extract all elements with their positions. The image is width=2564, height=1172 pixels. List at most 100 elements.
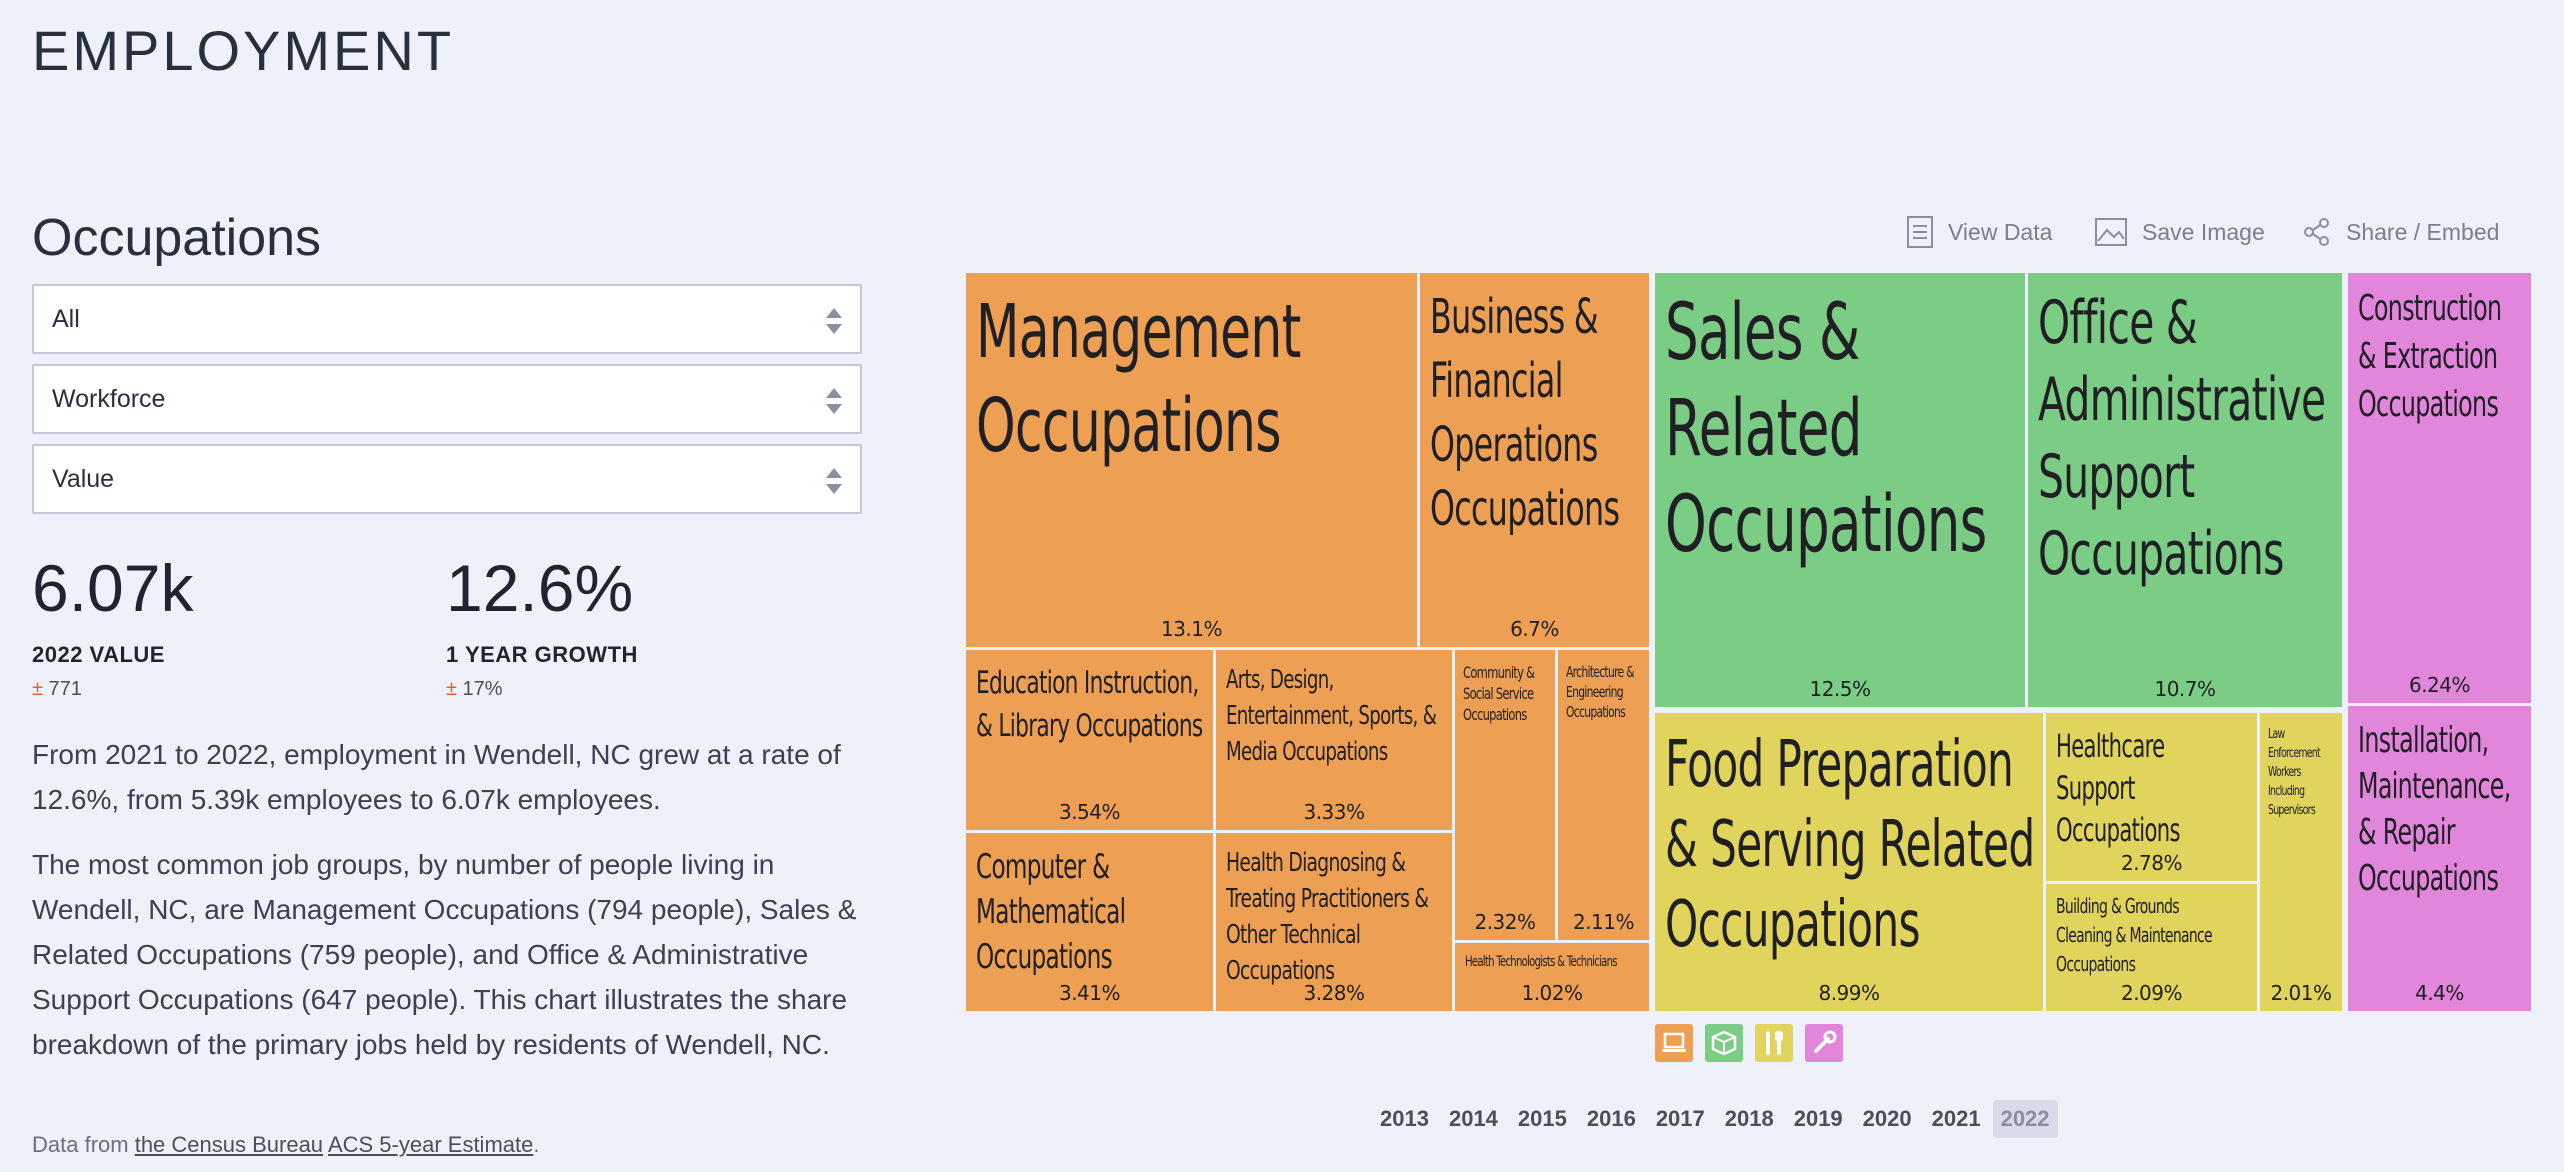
tile-share: 3.41%	[1058, 981, 1121, 1005]
measure-filter-value: Workforce	[52, 384, 166, 413]
tile-label: Office & Administrative Support Occupati…	[2038, 288, 2326, 589]
tile-label: Health Technologists & Technicians	[1465, 954, 1617, 970]
occupation-filter-value: All	[52, 304, 80, 333]
year-2018[interactable]: 2018	[1724, 1106, 1774, 1131]
select-arrows-icon	[824, 468, 844, 494]
treemap-tile[interactable]: Architecture & Engineering Occupations 2…	[1558, 650, 1649, 940]
tile-label: Construction & Extraction Occupations	[2358, 288, 2502, 425]
tile-share: 13.1%	[1160, 617, 1223, 641]
tile-share: 8.99%	[1818, 981, 1880, 1005]
year-selector: 2013 2014 2015 2016 2017 2018 2019 2020 …	[1372, 1100, 2058, 1138]
tile-label: Education Instruction, & Library Occupat…	[976, 665, 1203, 744]
stat-value: 6.07k 2022 VALUE ± 771	[32, 548, 193, 701]
year-2015[interactable]: 2015	[1517, 1106, 1567, 1131]
treemap-tile[interactable]: Installation, Maintenance, & Repair Occu…	[2348, 706, 2531, 1011]
legend-orange-group[interactable]	[1655, 1024, 1693, 1062]
year-2014[interactable]: 2014	[1448, 1106, 1498, 1131]
tile-label: Architecture & Engineering Occupations	[1566, 663, 1635, 721]
legend-yellow-group[interactable]	[1755, 1024, 1793, 1062]
tile-label: Business & Financial Operations Occupati…	[1430, 289, 1620, 537]
section-title: EMPLOYMENT	[32, 19, 455, 82]
select-arrows-icon	[824, 308, 844, 334]
treemap-tile[interactable]: Health Diagnosing & Treating Practitione…	[1216, 833, 1452, 1011]
occupations-title: Occupations	[32, 209, 322, 267]
treemap-tile[interactable]: Community & Social Service Occupations 2…	[1455, 650, 1555, 940]
utensils-icon	[1766, 1031, 1783, 1055]
stat-growth: 12.6% 1 YEAR GROWTH ± 17%	[446, 548, 638, 701]
tile-share: 2.32%	[1474, 910, 1536, 934]
select-arrows-icon	[824, 388, 844, 414]
year-2013[interactable]: 2013	[1380, 1106, 1429, 1131]
measure-filter-select[interactable]: Workforce	[32, 364, 862, 434]
acs-estimate-link[interactable]: ACS 5-year Estimate	[327, 1132, 534, 1157]
share-embed-button[interactable]: Share / Embed	[2302, 214, 2499, 250]
treemap-tile[interactable]: Business & Financial Operations Occupati…	[1420, 273, 1649, 647]
view-data-label: View Data	[1948, 218, 2053, 245]
year-2020[interactable]: 2020	[1862, 1106, 1912, 1131]
tile-label: Food Preparation & Serving Related Occup…	[1665, 728, 2035, 962]
tile-label: Computer & Mathematical Occupations	[976, 847, 1126, 977]
treemap-tile[interactable]: Healthcare Support Occupations 2.78%	[2046, 713, 2257, 881]
tile-label: Health Diagnosing & Treating Practitione…	[1226, 848, 1429, 986]
metric-filter-value: Value	[52, 464, 115, 493]
tile-share: 6.7%	[1510, 617, 1559, 641]
data-source: Data from the Census Bureau ACS 5-year E…	[32, 1132, 539, 1158]
treemap-tile[interactable]: Computer & Mathematical Occupations 3.41…	[966, 833, 1213, 1011]
treemap-tile[interactable]: Management Occupations 13.1%	[966, 273, 1417, 647]
tile-share: 4.4%	[2415, 981, 2464, 1005]
occupation-filter-select[interactable]: All	[32, 284, 862, 354]
tile-share: 6.24%	[2408, 673, 2471, 697]
year-2016[interactable]: 2016	[1586, 1106, 1636, 1131]
tile-label: Healthcare Support Occupations	[2056, 727, 2180, 849]
growth-paragraph: From 2021 to 2022, employment in Wendell…	[32, 739, 841, 815]
document-icon	[1907, 216, 1933, 248]
tile-share: 10.7%	[2154, 677, 2216, 701]
tile-share: 2.09%	[2120, 981, 2183, 1005]
save-image-button[interactable]: Save Image	[2094, 214, 2265, 250]
year-2017[interactable]: 2017	[1655, 1106, 1705, 1131]
plus-minus-sign: ±	[32, 678, 43, 700]
tile-share: 3.54%	[1058, 800, 1121, 824]
tile-label: Management Occupations	[976, 289, 1301, 469]
source-prefix: Data from	[32, 1132, 135, 1157]
stat-value-moe: ± 771	[32, 678, 193, 701]
treemap-tile[interactable]: Food Preparation & Serving Related Occup…	[1655, 713, 2043, 1011]
tile-share: 2.78%	[2120, 851, 2183, 875]
share-icon	[2304, 218, 2329, 246]
year-2022[interactable]: 2022	[1992, 1100, 2058, 1138]
year-2021[interactable]: 2021	[1931, 1106, 1981, 1131]
treemap-tile[interactable]: Building & Grounds Cleaning & Maintenanc…	[2046, 884, 2257, 1011]
stat-value-number: 6.07k	[32, 551, 194, 625]
treemap-tile[interactable]: Health Technologists & Technicians 1.02%	[1455, 943, 1649, 1011]
stat-growth-number: 12.6%	[446, 551, 634, 625]
tile-share: 2.11%	[1572, 910, 1635, 934]
stat-growth-moe: ± 17%	[446, 678, 638, 701]
treemap-tile[interactable]: Arts, Design, Entertainment, Sports, & M…	[1216, 650, 1452, 830]
tile-share: 2.01%	[2270, 981, 2332, 1005]
treemap-tile[interactable]: Construction & Extraction Occupations 6.…	[2348, 273, 2531, 703]
box-icon	[1711, 1030, 1737, 1056]
census-bureau-link[interactable]: the Census Bureau	[134, 1132, 324, 1157]
stat-growth-label: 1 YEAR GROWTH	[446, 642, 638, 667]
view-data-button[interactable]: View Data	[1906, 214, 2052, 250]
treemap-tile[interactable]: Sales & Related Occupations 12.5%	[1655, 273, 2025, 707]
treemap-tile[interactable]: Education Instruction, & Library Occupat…	[966, 650, 1213, 830]
legend-pink-group[interactable]	[1805, 1024, 1843, 1062]
year-2019[interactable]: 2019	[1793, 1106, 1843, 1131]
plus-minus-sign: ±	[446, 678, 457, 700]
treemap-tile[interactable]: Law Enforcement Workers Including Superv…	[2260, 713, 2342, 1011]
tile-share: 3.33%	[1303, 800, 1365, 824]
metric-filter-select[interactable]: Value	[32, 444, 862, 514]
image-icon	[2095, 218, 2127, 246]
stat-growth-moe-number: 17%	[462, 678, 503, 700]
computer-icon	[1662, 1032, 1686, 1052]
share-embed-label: Share / Embed	[2346, 218, 2500, 245]
tile-share: 12.5%	[1809, 677, 1871, 701]
tile-share: 1.02%	[1521, 981, 1583, 1005]
legend-green-group[interactable]	[1705, 1024, 1743, 1062]
stat-value-label: 2022 VALUE	[32, 642, 165, 667]
tile-label: Installation, Maintenance, & Repair Occu…	[2358, 720, 2511, 899]
wrench-icon	[1814, 1030, 1837, 1053]
treemap-tile[interactable]: Office & Administrative Support Occupati…	[2028, 273, 2342, 707]
